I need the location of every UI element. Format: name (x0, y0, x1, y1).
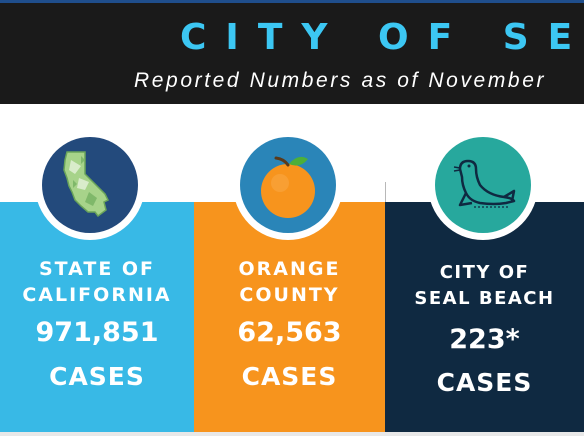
region-label: ORANGE COUNTY (194, 256, 385, 308)
case-count: 223* (449, 324, 520, 355)
case-count: 971,851 (35, 317, 159, 348)
region-label-line1: STATE OF (38, 258, 156, 280)
page-subtitle: Reported Numbers as of November (134, 69, 547, 92)
region-label-line2: SEAL BEACH (414, 288, 555, 309)
card-divider (385, 182, 386, 202)
bottom-strip (194, 432, 385, 436)
region-label: STATE OF CALIFORNIA (0, 256, 194, 308)
region-label: CITY OF SEAL BEACH (385, 260, 584, 312)
card-background (0, 202, 194, 432)
page-title: CITY OF SEAL BEACH (180, 17, 584, 58)
card-seal-beach: CITY OF SEAL BEACH 223* CASES (385, 104, 584, 436)
header-banner: CITY OF SEAL BEACH Reported Numbers as o… (0, 3, 584, 104)
bottom-strip (0, 432, 194, 436)
bottom-strip (385, 432, 584, 436)
top-accent-line (0, 0, 584, 3)
region-label-line1: ORANGE (238, 258, 341, 280)
seal-icon (428, 130, 538, 240)
case-unit: CASES (436, 368, 533, 397)
card-california: STATE OF CALIFORNIA 971,851 CASES (0, 104, 194, 436)
orange-fruit-icon (233, 130, 343, 240)
california-map-icon (35, 130, 145, 240)
card-orange-county: ORANGE COUNTY 62,563 CASES (194, 104, 385, 436)
card-background (385, 202, 584, 432)
card-background (194, 202, 385, 432)
region-label-line2: COUNTY (239, 284, 340, 306)
region-label-line1: CITY OF (439, 262, 530, 283)
case-unit: CASES (241, 362, 338, 391)
case-cards: STATE OF CALIFORNIA 971,851 CASES ORANGE… (0, 104, 584, 436)
case-unit: CASES (49, 362, 145, 391)
region-label-line2: CALIFORNIA (22, 284, 172, 306)
case-count: 62,563 (237, 317, 342, 348)
